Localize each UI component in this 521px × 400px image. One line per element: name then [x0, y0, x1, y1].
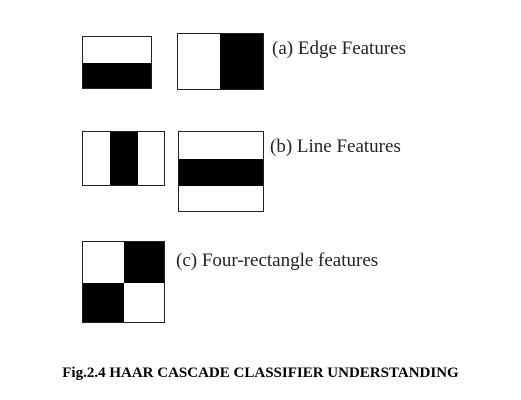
edge-feature-vertical-black-half: [220, 34, 263, 89]
line-feature-horizontal-black-band: [179, 159, 263, 186]
line-feature-vertical-black-band: [110, 132, 138, 185]
four-rectangle-black-top-right: [124, 242, 164, 283]
four-rectangle-black-bottom-left: [83, 283, 124, 322]
edge-feature-horizontal-black-half: [83, 63, 151, 88]
line-feature-horizontal: [178, 131, 264, 212]
four-rectangle-feature: [82, 241, 165, 323]
edge-feature-vertical: [177, 33, 264, 90]
line-features-label: (b) Line Features: [270, 136, 401, 157]
four-rectangle-features-label: (c) Four-rectangle features: [176, 250, 379, 271]
edge-features-label: (a) Edge Features: [272, 38, 406, 59]
edge-feature-horizontal: [82, 36, 152, 89]
line-feature-vertical: [82, 131, 165, 186]
figure-caption: Fig.2.4 HAAR CASCADE CLASSIFIER UNDERSTA…: [62, 365, 459, 381]
